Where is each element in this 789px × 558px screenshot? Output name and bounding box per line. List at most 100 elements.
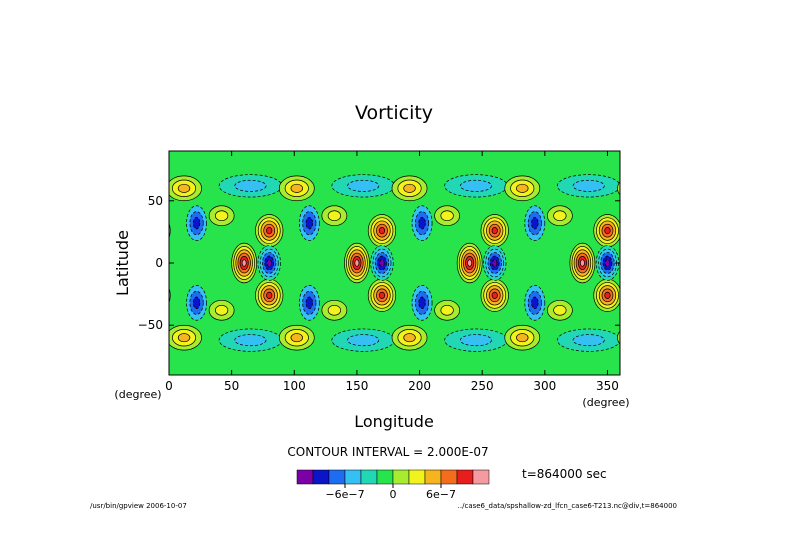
equatorial-negative-core	[709, 246, 732, 281]
positive-lobe	[553, 210, 567, 222]
negative-lobe	[80, 217, 87, 229]
positive-lobe	[96, 206, 121, 226]
negative-lobe	[418, 296, 426, 309]
equatorial-positive-core	[354, 259, 360, 267]
y-tick-label: 50	[148, 194, 163, 208]
equatorial-negative-core	[713, 253, 727, 274]
equatorial-positive-core	[579, 259, 585, 267]
positive-blob	[730, 176, 765, 201]
y-axis: −50 0 50	[138, 194, 620, 332]
equatorial-positive-core	[241, 259, 247, 267]
contour-interval-label: CONTOUR INTERVAL = 2.000E-07	[287, 445, 488, 459]
equatorial-negative-core	[37, 253, 51, 274]
positive-core	[709, 282, 731, 308]
negative-band	[572, 334, 605, 347]
negative-lobe	[77, 291, 90, 314]
equatorial-negative-core	[604, 259, 611, 267]
negative-band	[459, 334, 492, 347]
positive-core	[378, 227, 386, 235]
negative-lobe	[644, 297, 651, 309]
negative-band	[9, 335, 40, 346]
positive-core	[151, 289, 162, 302]
positive-core	[35, 286, 52, 305]
x-tick-label: 350	[596, 379, 619, 393]
positive-blob	[60, 329, 83, 346]
vorticity-field	[0, 174, 789, 352]
positive-blob	[516, 183, 529, 193]
equatorial-positive-core	[14, 256, 22, 269]
x-tick-label: 100	[283, 379, 306, 393]
positive-core	[715, 224, 726, 237]
negative-band	[234, 334, 267, 347]
x-unit-label-left: (degree)	[114, 388, 161, 401]
colorbar-swatch	[456, 469, 474, 485]
equatorial-negative-core	[39, 256, 48, 270]
x-tick-label: 50	[224, 379, 239, 393]
positive-core	[169, 287, 171, 303]
colorbar-tick-label: −6e−7	[325, 488, 364, 501]
equatorial-positive-core	[12, 253, 25, 273]
positive-blob	[629, 334, 641, 342]
positive-lobe	[773, 206, 789, 226]
equatorial-positive-core	[8, 246, 29, 279]
negative-lobe	[638, 285, 658, 320]
chart-title: Vorticity	[355, 102, 433, 124]
negative-band	[0, 329, 56, 351]
footer-right: ../case6_data/spshallow-zd_lfcn_case6-T2…	[458, 502, 677, 510]
negative-band	[459, 179, 492, 192]
positive-core	[41, 227, 47, 233]
positive-blob	[617, 181, 620, 196]
positive-blob	[54, 176, 89, 201]
equatorial-positive-core	[689, 253, 702, 273]
equatorial-positive-core	[685, 246, 706, 279]
positive-core	[709, 218, 731, 244]
colorbar-tick-label: 0	[390, 488, 397, 501]
colorbar	[296, 469, 490, 485]
negative-lobe	[531, 217, 539, 230]
positive-core	[145, 282, 167, 308]
positive-lobe	[0, 211, 2, 221]
positive-lobe	[660, 206, 685, 226]
y-tick-label: 0	[155, 256, 163, 270]
colorbar-ticks: −6e−7 0 6e−7	[325, 484, 456, 501]
negative-band	[9, 180, 40, 191]
equatorial-positive-core	[10, 250, 27, 277]
x-unit-label-right: (degree)	[582, 396, 629, 409]
positive-lobe	[327, 304, 341, 316]
negative-lobe	[638, 206, 658, 241]
positive-blob	[742, 334, 754, 342]
positive-core	[154, 292, 160, 298]
positive-blob	[177, 333, 191, 343]
positive-lobe	[103, 211, 116, 221]
positive-core	[30, 279, 58, 311]
positive-lobe	[440, 210, 454, 222]
positive-core	[145, 218, 167, 244]
colorbar-swatch	[312, 469, 330, 485]
positive-core	[717, 292, 723, 298]
x-tick-label: 300	[533, 379, 556, 393]
positive-core	[148, 221, 165, 240]
negative-band	[169, 338, 170, 342]
positive-core	[35, 221, 52, 240]
positive-core	[712, 286, 729, 305]
positive-blob	[403, 183, 416, 193]
negative-band	[686, 335, 717, 346]
positive-core	[151, 224, 162, 237]
colorbar-tick-label: 6e−7	[426, 488, 456, 501]
positive-core	[706, 214, 734, 246]
positive-core	[38, 289, 49, 302]
x-tick-label: 150	[345, 379, 368, 393]
positive-blob	[623, 329, 646, 346]
colorbar-swatch	[440, 469, 458, 485]
positive-lobe	[666, 305, 679, 315]
negative-band	[347, 179, 380, 192]
y-axis-label: Latitude	[113, 230, 132, 296]
colorbar-swatch	[472, 469, 490, 485]
equatorial-negative-core	[35, 249, 53, 277]
equatorial-negative-core	[492, 259, 498, 267]
x-tick-label: 0	[165, 379, 173, 393]
negative-band	[670, 175, 733, 197]
negative-band	[686, 180, 717, 191]
positive-core	[491, 291, 498, 299]
